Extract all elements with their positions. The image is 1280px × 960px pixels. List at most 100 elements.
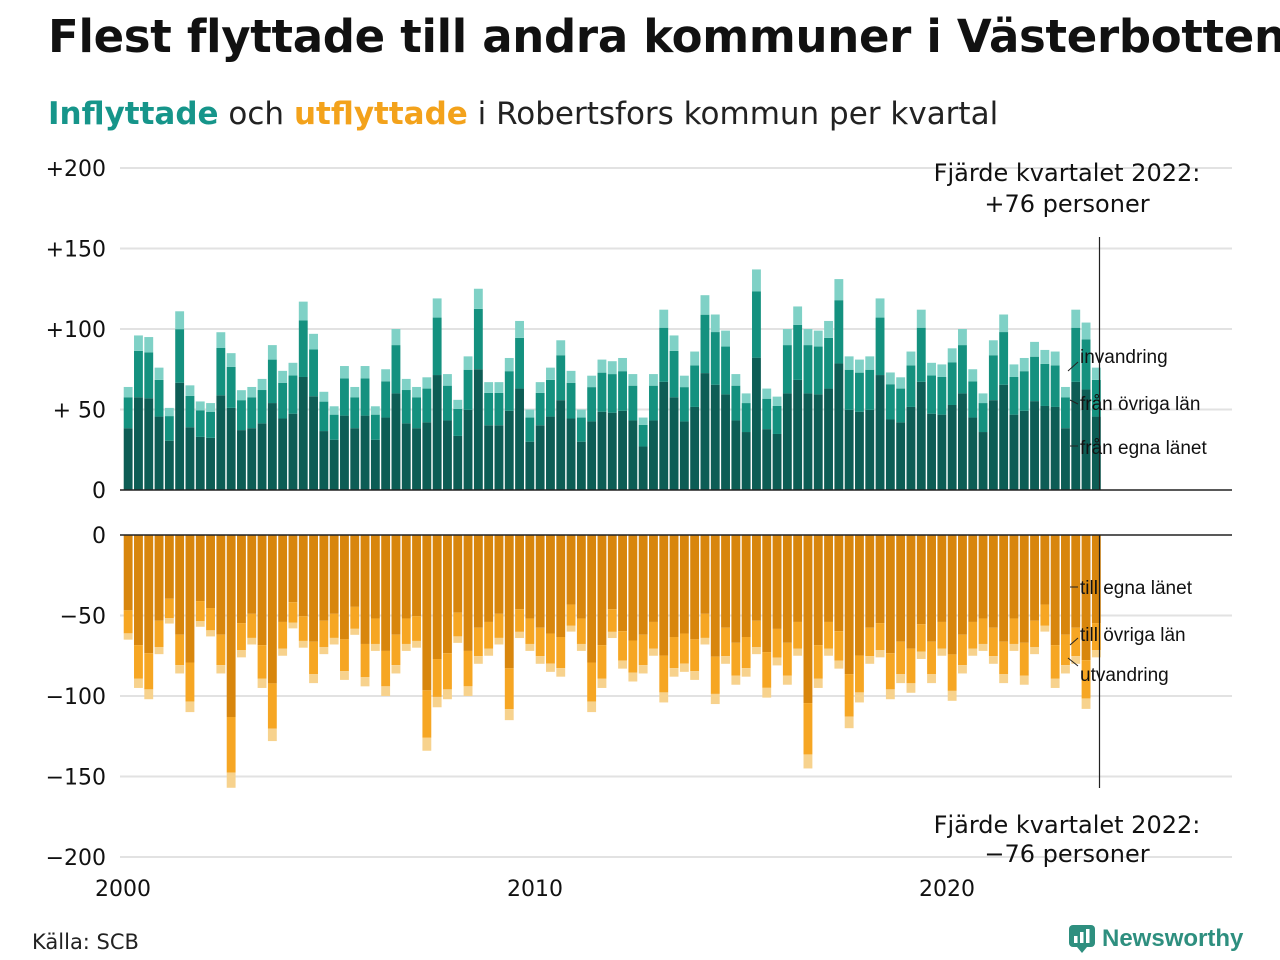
bar-outflow-emigration <box>484 648 494 656</box>
bar-inflow-other-counties <box>309 349 318 397</box>
bar-outflow-emigration <box>927 674 936 684</box>
bar-inflow-other-counties <box>855 372 864 412</box>
bar-outflow-own-county <box>556 535 566 638</box>
newsworthy-icon <box>1069 925 1095 953</box>
bar-inflow-immigration <box>865 356 875 370</box>
bar-outflow-other-counties <box>216 634 226 666</box>
bar-inflow-immigration <box>690 351 700 366</box>
subtitle-outflow-word: utflyttade <box>293 96 468 132</box>
bar-outflow-own-county <box>329 535 339 614</box>
bar-inflow-immigration <box>350 386 360 398</box>
bar-inflow-other-counties <box>762 398 772 430</box>
bar-outflow-other-counties <box>329 613 339 638</box>
bar-inflow-other-counties <box>546 379 555 417</box>
bar-outflow-emigration <box>607 631 617 639</box>
bar-outflow-own-county <box>175 535 185 635</box>
bar-outflow-emigration <box>123 633 133 640</box>
bar-inflow-immigration <box>597 359 607 373</box>
bar-inflow-own-county <box>690 406 700 490</box>
bar-outflow-own-county <box>1081 535 1091 661</box>
bar-inflow-own-county <box>257 423 267 490</box>
bar-outflow-other-counties <box>257 645 267 679</box>
bar-outflow-emigration <box>844 716 854 729</box>
bar-outflow-own-county <box>370 535 380 619</box>
bar-inflow-immigration <box>412 386 421 398</box>
bar-outflow-own-county <box>134 535 143 646</box>
bar-inflow-immigration <box>587 375 597 388</box>
annotation-top-line: +76 personer <box>984 190 1149 218</box>
leader-line <box>1069 637 1079 646</box>
bar-inflow-other-counties <box>164 416 174 441</box>
bar-outflow-own-county <box>927 535 936 642</box>
bar-inflow-immigration <box>473 288 483 309</box>
bar-inflow-immigration <box>1061 386 1070 398</box>
bar-inflow-immigration <box>1091 367 1101 380</box>
bar-outflow-emigration <box>937 648 947 656</box>
bar-outflow-other-counties <box>865 627 875 657</box>
bar-outflow-emigration <box>453 636 463 643</box>
bar-outflow-other-counties <box>1009 618 1019 644</box>
bar-inflow-own-county <box>1071 381 1081 490</box>
series-label-in: invandring <box>1080 347 1168 368</box>
bar-inflow-other-counties <box>875 317 885 376</box>
bar-outflow-own-county <box>813 535 823 646</box>
bar-outflow-own-county <box>535 535 545 628</box>
bar-outflow-other-counties <box>195 601 205 622</box>
bar-inflow-other-counties <box>1009 376 1019 415</box>
bar-outflow-other-counties <box>813 645 823 679</box>
bar-outflow-emigration <box>803 754 813 769</box>
bar-outflow-own-county <box>216 535 226 635</box>
bar-inflow-immigration <box>1030 341 1039 357</box>
bar-inflow-other-counties <box>247 397 257 429</box>
bar-outflow-own-county <box>855 535 864 656</box>
bar-inflow-immigration <box>494 382 504 393</box>
bar-outflow-other-counties <box>875 623 885 651</box>
bar-inflow-own-county <box>381 417 391 490</box>
bar-outflow-emigration <box>535 656 545 664</box>
bar-inflow-immigration <box>144 337 154 353</box>
bar-inflow-other-counties <box>278 382 288 419</box>
y-tick-label: −150 <box>46 766 106 791</box>
bar-inflow-immigration <box>463 356 473 370</box>
bar-inflow-other-counties <box>360 378 370 416</box>
bar-inflow-immigration <box>1019 357 1029 372</box>
bar-outflow-own-county <box>690 535 700 640</box>
bar-inflow-own-county <box>453 435 463 490</box>
bar-outflow-emigration <box>412 640 421 648</box>
bar-outflow-own-county <box>185 535 195 663</box>
series-label-out: till övriga län <box>1080 625 1186 646</box>
bar-inflow-immigration <box>484 382 494 393</box>
bar-outflow-own-county <box>834 535 844 632</box>
y-tick-label: +100 <box>46 318 106 343</box>
bar-inflow-immigration <box>638 417 648 425</box>
bar-outflow-own-county <box>752 535 761 621</box>
bar-outflow-own-county <box>123 535 133 611</box>
bar-outflow-own-county <box>309 535 318 642</box>
y-tick-label: −200 <box>46 846 106 871</box>
bar-inflow-immigration <box>267 345 277 360</box>
bar-inflow-immigration <box>381 369 391 382</box>
bar-inflow-immigration <box>134 335 143 351</box>
bar-inflow-own-county <box>762 429 772 490</box>
bar-inflow-other-counties <box>123 397 133 429</box>
bar-outflow-emigration <box>988 656 998 664</box>
bar-outflow-other-counties <box>412 616 421 641</box>
bar-inflow-immigration <box>123 386 133 398</box>
bar-outflow-own-county <box>628 535 638 641</box>
bar-outflow-own-county <box>1061 535 1070 635</box>
bar-outflow-own-county <box>237 535 246 624</box>
bar-inflow-immigration <box>793 306 803 325</box>
bar-inflow-other-counties <box>381 381 391 418</box>
bar-inflow-immigration <box>576 409 586 418</box>
bar-outflow-emigration <box>216 665 226 674</box>
bar-inflow-other-counties <box>700 314 710 374</box>
bar-inflow-immigration <box>700 295 710 315</box>
bar-outflow-emigration <box>659 692 669 703</box>
bar-outflow-other-counties <box>659 655 669 693</box>
bar-outflow-emigration <box>391 665 401 674</box>
bar-outflow-own-county <box>1030 535 1039 621</box>
bar-inflow-immigration <box>226 353 236 367</box>
bar-outflow-own-county <box>473 535 483 628</box>
bar-inflow-other-counties <box>340 378 349 416</box>
bar-inflow-other-counties <box>896 388 906 423</box>
